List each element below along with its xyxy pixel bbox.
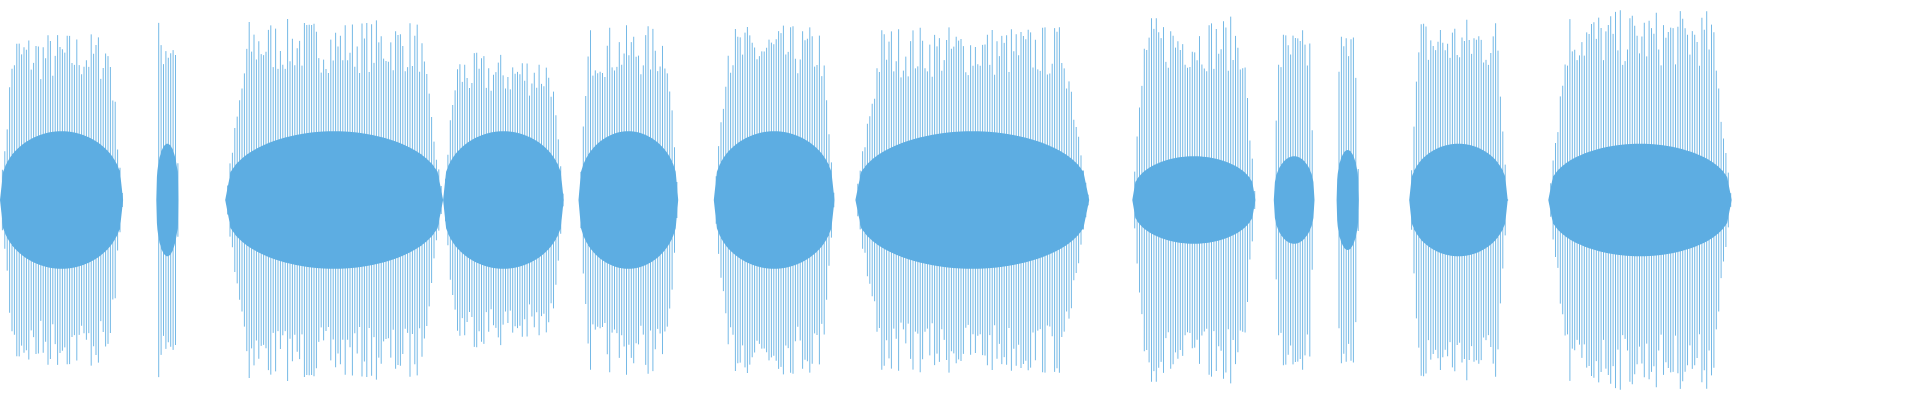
wave-core xyxy=(855,131,1090,269)
wave-core xyxy=(1548,143,1732,257)
wave-core xyxy=(156,143,179,257)
wave-core xyxy=(578,131,679,269)
wave-core xyxy=(1409,143,1508,257)
wave-core xyxy=(1132,156,1256,244)
wave-core xyxy=(225,131,444,269)
wave-core xyxy=(443,131,564,269)
wave-core xyxy=(1273,156,1315,244)
wave-core xyxy=(0,131,124,269)
wave-core xyxy=(713,131,835,269)
wave-core xyxy=(1336,150,1359,250)
